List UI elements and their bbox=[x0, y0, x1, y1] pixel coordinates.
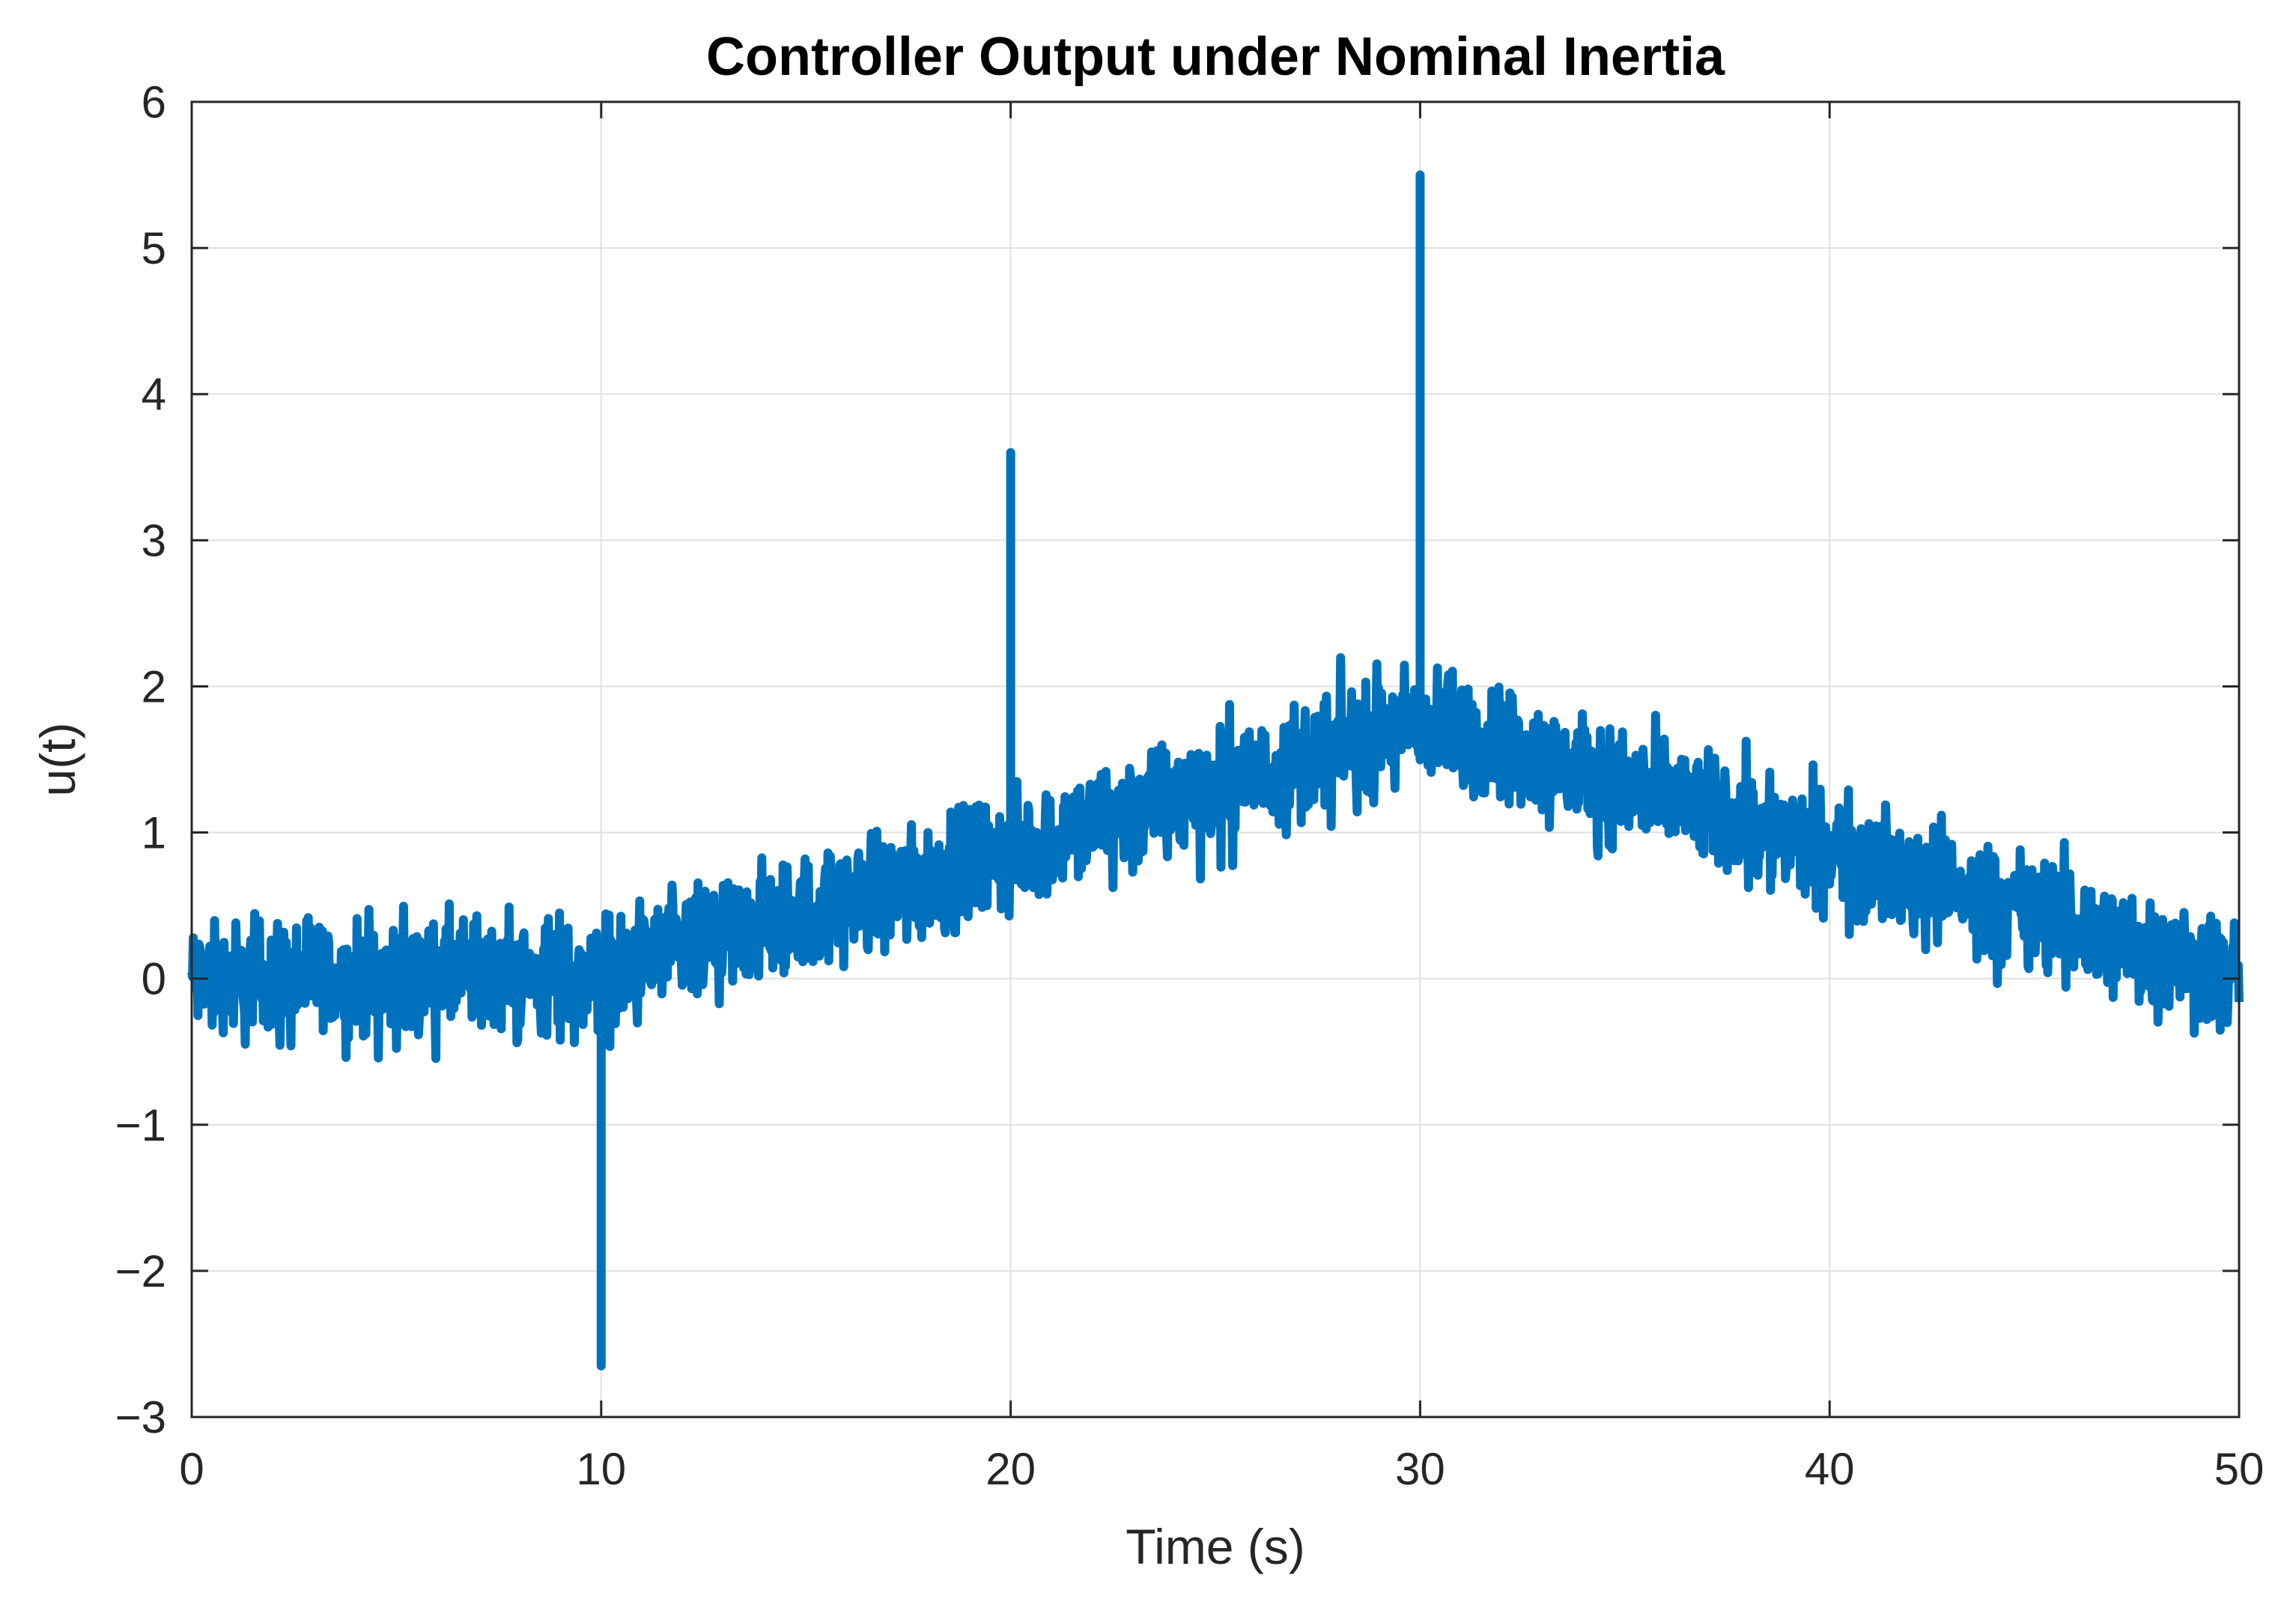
x-tick-label: 0 bbox=[179, 1444, 204, 1494]
y-tick-label: 3 bbox=[142, 515, 166, 565]
y-tick-label: −3 bbox=[115, 1392, 166, 1442]
y-tick-label: −2 bbox=[115, 1246, 166, 1296]
y-tick-label: 2 bbox=[142, 661, 166, 712]
spikes bbox=[596, 170, 1425, 1371]
y-tick-label: 5 bbox=[142, 223, 166, 273]
x-tick-label: 30 bbox=[1395, 1444, 1445, 1494]
y-tick-label: 4 bbox=[142, 369, 166, 419]
x-tick-label: 40 bbox=[1805, 1444, 1855, 1494]
y-tick-label: 0 bbox=[142, 954, 166, 1004]
y-tick-label: 1 bbox=[142, 808, 166, 858]
x-tick-label: 50 bbox=[2214, 1444, 2265, 1494]
x-tick-label: 20 bbox=[985, 1444, 1036, 1494]
ticks bbox=[190, 100, 2241, 1419]
chart-title: Controller Output under Nominal Inertia bbox=[706, 27, 1725, 87]
x-axis-label: Time (s) bbox=[1126, 1519, 1305, 1574]
y-axis-label: u(t) bbox=[30, 723, 85, 797]
axes-box bbox=[190, 100, 2241, 1419]
series-line bbox=[187, 653, 2244, 1064]
y-tick-label: −1 bbox=[115, 1100, 166, 1150]
y-tick-labels: −3 −2 −1 0 1 2 3 4 5 6 bbox=[115, 77, 166, 1442]
x-tick-labels: 0 10 20 30 40 50 bbox=[179, 1444, 2264, 1494]
x-tick-label: 10 bbox=[576, 1444, 626, 1494]
y-tick-label: 6 bbox=[142, 77, 166, 127]
